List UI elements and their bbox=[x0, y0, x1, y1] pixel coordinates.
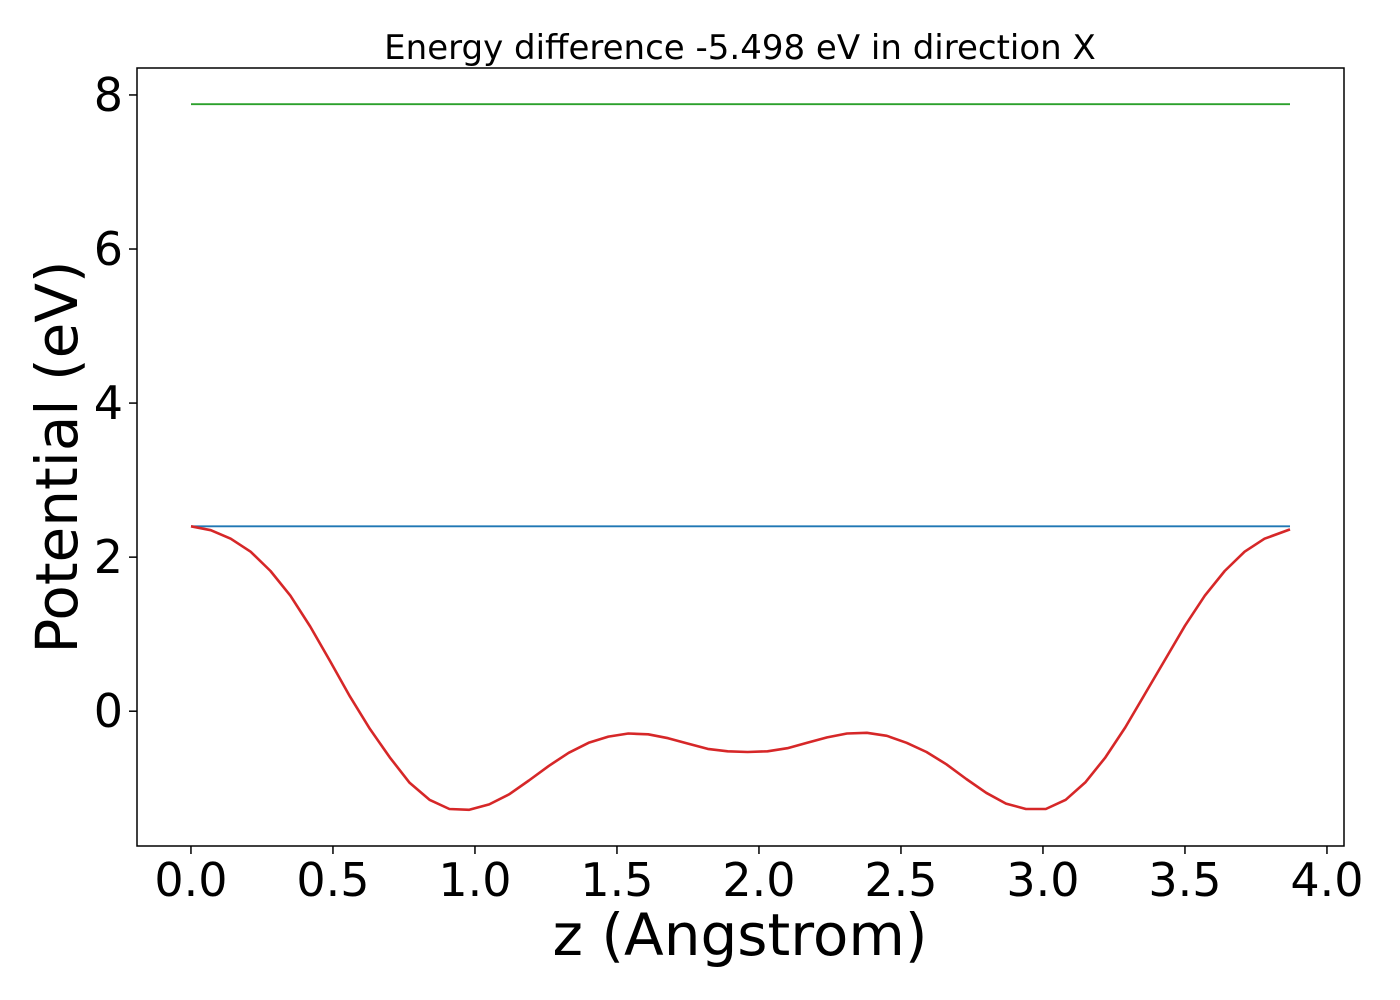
y-tick-label: 8 bbox=[94, 68, 123, 122]
y-tick-label: 6 bbox=[94, 222, 123, 276]
y-ticks: 0 2 4 6 8 bbox=[94, 68, 137, 738]
y-tick-label: 0 bbox=[94, 684, 123, 738]
x-axis-label: z (Angstrom) bbox=[553, 901, 928, 969]
x-tick-label: 1.5 bbox=[580, 853, 653, 907]
x-tick-label: 2.5 bbox=[864, 853, 937, 907]
x-tick-label: 0.5 bbox=[296, 853, 369, 907]
plot-frame bbox=[136, 67, 1345, 847]
series-line-2 bbox=[190, 525, 1291, 812]
x-tick-label: 0.0 bbox=[154, 853, 227, 907]
y-tick-label: 2 bbox=[94, 530, 123, 584]
x-tick-label: 1.0 bbox=[438, 853, 511, 907]
y-axis-label: Potential (eV) bbox=[23, 260, 91, 653]
x-tick-label: 3.5 bbox=[1148, 853, 1221, 907]
x-tick-label: 2.0 bbox=[722, 853, 795, 907]
x-tick-label: 3.0 bbox=[1006, 853, 1079, 907]
x-ticks: 0.0 0.5 1.0 1.5 2.0 2.5 3.0 3.5 4.0 bbox=[154, 846, 1364, 907]
chart-title: Energy difference -5.498 eV in direction… bbox=[384, 28, 1096, 68]
x-tick-label: 4.0 bbox=[1290, 853, 1363, 907]
series-layer bbox=[190, 103, 1291, 812]
y-tick-label: 4 bbox=[94, 376, 123, 430]
